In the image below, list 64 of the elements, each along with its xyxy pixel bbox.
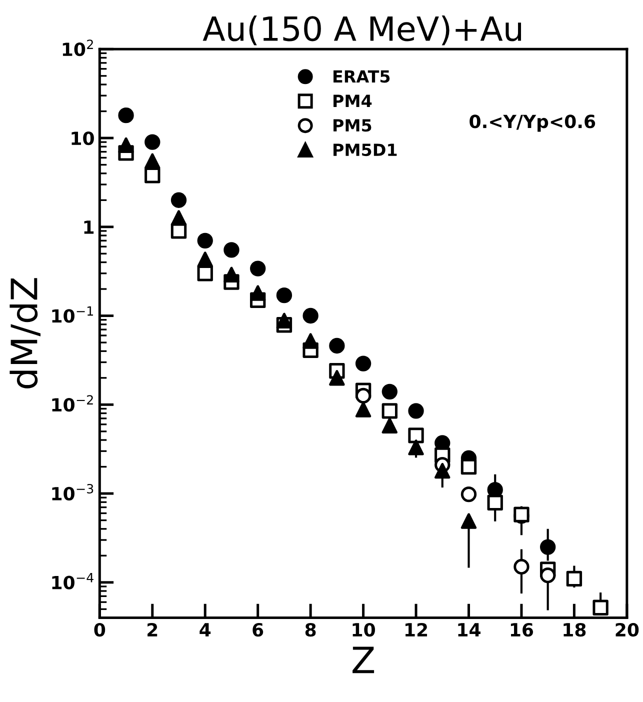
x-tick-label: 10: [352, 622, 375, 637]
x-tick-label: 20: [616, 622, 639, 637]
x-tick-label: 8: [305, 622, 316, 637]
point: [382, 384, 398, 400]
y-tick-label: 10$^{−4}$: [52, 573, 94, 590]
point: [329, 338, 345, 354]
point: [382, 418, 398, 434]
y-tick-label: 1: [84, 220, 94, 234]
point: [460, 458, 477, 475]
point: [382, 403, 398, 419]
point: [224, 242, 240, 258]
point: [540, 539, 556, 555]
x-tick-label: 12: [405, 622, 428, 636]
y-tick-label: 10: [72, 131, 94, 146]
point: [118, 137, 134, 154]
point: [460, 513, 477, 529]
point: [144, 153, 160, 169]
y-tick-label: 10$^{−1}$: [52, 306, 93, 323]
x-tick-label: 4: [200, 623, 211, 636]
point: [540, 568, 556, 584]
legend-label: PM5: [334, 119, 372, 132]
point: [276, 287, 292, 304]
point: [250, 260, 266, 276]
point: [434, 462, 450, 479]
point: [118, 107, 134, 124]
point: [592, 600, 608, 616]
point: [170, 192, 187, 208]
point: [487, 494, 503, 510]
point: [224, 266, 240, 283]
point: [408, 440, 424, 456]
point: [408, 403, 424, 419]
point: [355, 402, 372, 418]
y-tick-label: 10$^{−3}$: [52, 484, 94, 500]
x-tick-label: 14: [458, 623, 480, 636]
point: [566, 570, 582, 587]
point: [302, 333, 318, 349]
point: [276, 312, 292, 329]
x-tick-label: 2: [148, 622, 158, 636]
x-tick-label: 6: [252, 622, 264, 637]
annotation: 0.<Y/Yp<0.6: [470, 114, 596, 132]
y-axis-title: dM/dZ: [10, 278, 40, 388]
point: [514, 558, 530, 575]
x-tick-label: 16: [510, 622, 534, 637]
point: [170, 210, 187, 226]
point: [144, 168, 160, 184]
legend-label: ERAT5: [334, 70, 390, 83]
point: [302, 308, 318, 324]
point: [197, 252, 213, 268]
point: [250, 285, 266, 301]
point: [460, 486, 477, 502]
point: [144, 134, 160, 150]
point: [329, 370, 345, 386]
x-tick-label: 0: [94, 622, 106, 637]
chart-title: Au(150 A MeV)+Au: [202, 16, 522, 46]
point: [197, 232, 213, 248]
point: [355, 356, 372, 372]
point: [408, 428, 424, 444]
y-tick-label: 10$^{2}$: [62, 40, 93, 56]
y-tick-label: 10$^{−2}$: [52, 395, 93, 412]
x-axis-title: Z: [352, 646, 374, 674]
x-tick-label: 18: [564, 622, 586, 637]
legend-label: PM5D1: [334, 144, 397, 156]
point: [355, 388, 372, 404]
legend-label: PM4: [334, 94, 372, 107]
